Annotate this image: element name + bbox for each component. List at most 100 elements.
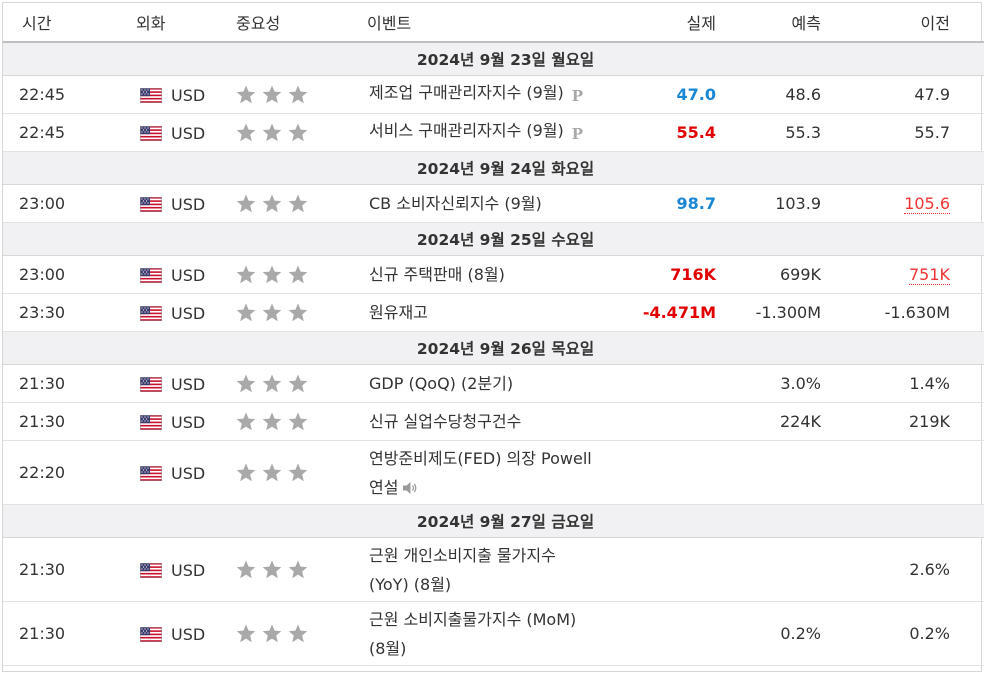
event-cell: 신규 주택판매 (8월) [367,255,637,294]
event-name-link[interactable]: 원유재고 [369,303,428,322]
star-icon [288,265,308,284]
header-forecast[interactable]: 예측 [720,3,825,43]
event-row[interactable]: 22:45 USD 서비스 구매관리자지수 (9월) P 55.4 55.3 55… [3,113,984,152]
event-row[interactable]: 22:20 USD 연방준비제도(FED) 의장 Powell 연설 [3,440,984,505]
day-header-row: 2024년 9월 27일 금요일 [3,504,984,538]
actual-value: 47.0 [637,75,720,114]
previous-value: 1.4% [825,364,984,403]
currency-cell: USD [136,402,236,441]
importance-cell [236,184,367,223]
previous-value: 0.2% [825,601,984,666]
actual-value [637,601,720,666]
currency-code: USD [171,624,206,644]
event-name-link[interactable]: 근원 소비지출물가지수 (MoM) (8월) [369,610,576,658]
actual-value [637,537,720,602]
star-icon [236,123,256,142]
event-name-link[interactable]: CB 소비자신뢰지수 (9월) [369,194,542,213]
importance-stars [236,624,314,647]
importance-stars [236,303,314,326]
event-row[interactable]: 21:30 USD 근원 개인소비지출 물가지수 (YoY) (8월) 2.6% [3,537,984,602]
event-cell: 서비스 구매관리자지수 (9월) P [367,113,637,152]
us-flag-icon [140,88,162,103]
event-name-link[interactable]: 제조업 구매관리자지수 (9월) [369,83,564,102]
table-header-row: 시간 외화 중요성 이벤트 실제 예측 이전 [3,3,984,43]
actual-value [637,402,720,441]
currency-code: USD [171,463,206,483]
preliminary-badge: P [571,125,584,143]
header-actual[interactable]: 실제 [637,3,720,43]
star-icon [236,303,256,322]
revised-previous-value[interactable]: 751K [908,265,950,285]
speaker-icon [402,481,418,495]
star-icon [288,560,308,579]
day-label: 2024년 9월 23일 월요일 [3,42,984,76]
event-name-link[interactable]: 근원 개인소비지출 물가지수 (YoY) (8월) [369,546,556,594]
revised-previous-value[interactable]: 105.6 [904,194,950,214]
forecast-value: 0.2% [720,601,825,666]
event-cell: CB 소비자신뢰지수 (9월) [367,184,637,223]
currency-code: USD [171,374,206,394]
star-icon [262,463,282,482]
event-row[interactable]: 23:30 USD 원유재고 -4.471M -1.300M -1.630M [3,293,984,332]
event-row[interactable]: 23:00 USD CB 소비자신뢰지수 (9월) 98.7 103.9 105… [3,184,984,223]
event-cell: GDP (QoQ) (2분기) [367,364,637,403]
us-flag-icon [140,268,162,283]
star-icon [262,624,282,643]
event-name-line1: 근원 소비지출물가지수 (MoM) [369,609,577,629]
header-event[interactable]: 이벤트 [367,3,637,43]
event-time: 21:30 [3,537,136,602]
event-row[interactable]: 21:30 USD GDP (QoQ) (2분기) 3.0% 1.4% [3,364,984,403]
event-time: 22:45 [3,113,136,152]
header-time[interactable]: 시간 [3,3,136,43]
calendar-table: 시간 외화 중요성 이벤트 실제 예측 이전 2024년 9월 23일 월요일 … [3,3,984,666]
previous-value-cell: 105.6 [825,184,984,223]
event-name-line2: (8월) [369,638,407,658]
currency-cell: USD [136,364,236,403]
event-row[interactable]: 21:30 USD 근원 소비지출물가지수 (MoM) (8월) 0.2% 0.2… [3,601,984,666]
star-icon [288,123,308,142]
currency-cell: USD [136,537,236,602]
importance-cell [236,537,367,602]
preliminary-badge: P [571,87,584,105]
event-cell: 원유재고 [367,293,637,332]
star-icon [236,194,256,213]
importance-cell [236,75,367,114]
previous-value: 219K [825,402,984,441]
star-icon [236,412,256,431]
event-name-link[interactable]: GDP (QoQ) (2분기) [369,374,514,393]
event-row[interactable]: 22:45 USD 제조업 구매관리자지수 (9월) P 47.0 48.6 47… [3,75,984,114]
event-time: 21:30 [3,601,136,666]
header-previous[interactable]: 이전 [825,3,984,43]
currency-cell: USD [136,113,236,152]
star-icon [288,374,308,393]
day-label: 2024년 9월 24일 화요일 [3,151,984,185]
star-icon [236,85,256,104]
star-icon [262,194,282,213]
header-importance[interactable]: 중요성 [236,3,367,43]
importance-cell [236,364,367,403]
event-time: 23:00 [3,255,136,294]
event-row[interactable]: 21:30 USD 신규 실업수당청구건수 224K 219K [3,402,984,441]
actual-value: 55.4 [637,113,720,152]
currency-code: USD [171,560,206,580]
event-cell: 근원 소비지출물가지수 (MoM) (8월) [367,601,637,666]
currency-code: USD [171,303,206,323]
importance-stars [236,194,314,217]
forecast-value: 224K [720,402,825,441]
event-name-link[interactable]: 신규 주택판매 (8월) [369,265,505,284]
day-label: 2024년 9월 27일 금요일 [3,504,984,538]
currency-code: USD [171,412,206,432]
header-currency[interactable]: 외화 [136,3,236,43]
forecast-value: 699K [720,255,825,294]
event-name-link[interactable]: 서비스 구매관리자지수 (9월) [369,121,564,140]
event-name-link[interactable]: 신규 실업수당청구건수 [369,412,522,431]
importance-cell [236,402,367,441]
actual-value [637,364,720,403]
forecast-value: 103.9 [720,184,825,223]
event-row[interactable]: 23:00 USD 신규 주택판매 (8월) 716K 699K 751K [3,255,984,294]
event-name-line2: 연설 [369,477,399,497]
event-name-link[interactable]: 연방준비제도(FED) 의장 Powell 연설 [369,449,592,497]
previous-value-cell: 751K [825,255,984,294]
star-icon [288,194,308,213]
